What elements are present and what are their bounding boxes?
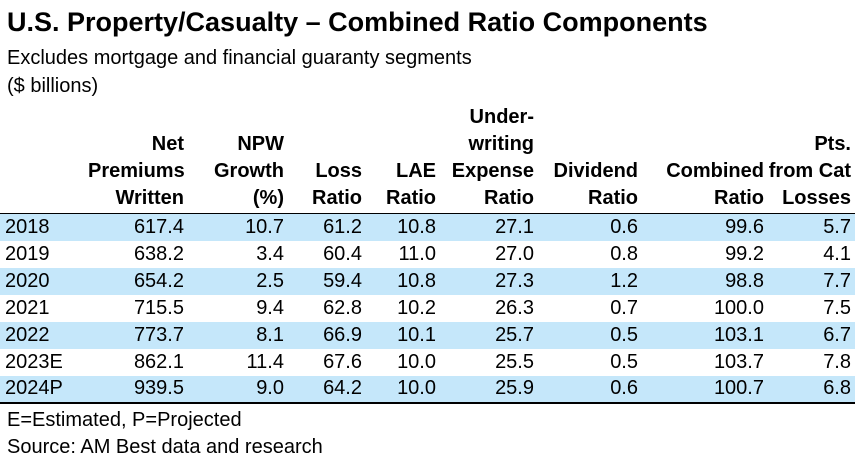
value-cell: 11.4	[246, 350, 284, 373]
column-header: Combined Ratio	[642, 104, 768, 214]
combined-ratio-table: Net Premiums Written NPW Growth (%) Loss R…	[0, 104, 855, 404]
column-header: LAE Ratio	[366, 104, 440, 214]
value-cell: 9.4	[256, 296, 284, 319]
value-cell: 7.8	[823, 350, 851, 373]
value-cell: 4.1	[823, 242, 851, 265]
value-cell: 25.9	[440, 375, 538, 404]
value-cell: 99.6	[725, 215, 764, 238]
year-column-header	[0, 104, 88, 214]
value-cell: 6.8	[768, 375, 855, 404]
source-line: Source: AM Best data and research	[7, 435, 323, 457]
value-cell: 60.4	[323, 242, 362, 265]
subtitle: Excludes mortgage and financial guaranty…	[7, 47, 472, 69]
value-cell: 1.2	[610, 269, 638, 292]
value-cell: 7.5	[823, 296, 851, 319]
column-header: Net Premiums Written	[88, 104, 188, 214]
value-cell: 27.0	[495, 242, 534, 265]
value-cell: 11.0	[398, 242, 436, 265]
value-cell: 3.4	[256, 242, 284, 265]
value-cell: 10.2	[397, 296, 436, 319]
value-cell: 10.7	[245, 215, 284, 238]
value-cell: 10.0	[366, 375, 440, 404]
value-cell: 62.8	[323, 296, 362, 319]
table-body: 2018 617.4 10.7 61.2 10.8 27.1 0.6 99.6 5.7 2019 6…	[0, 213, 855, 404]
value-cell: 0.6	[610, 215, 638, 238]
units-label: ($ billions)	[7, 75, 99, 97]
table-row: 2019 638.2 3.4 60.4 11.0 27.0 0.8 99.2 4.1	[0, 241, 855, 268]
value-cell: 862.1	[133, 350, 184, 373]
value-cell: 0.8	[610, 242, 638, 265]
footer-block: E=Estimated, P=Projected Source: AM Best…	[0, 404, 855, 457]
value-cell: 6.7	[823, 323, 851, 346]
value-cell: 103.1	[713, 323, 764, 346]
table-row: 2021 715.5 9.4 62.8 10.2 26.3 0.7 100.0 7.5	[0, 295, 855, 322]
value-cell: 0.6	[538, 375, 642, 404]
value-cell: 64.2	[288, 375, 366, 404]
value-cell: 103.7	[713, 350, 764, 373]
value-cell: 7.7	[823, 269, 851, 292]
year-cell: 2018	[5, 215, 50, 238]
value-cell: 939.5	[88, 375, 188, 404]
value-cell: 0.7	[610, 296, 638, 319]
table-header-row: Net Premiums Written NPW Growth (%) Loss R…	[0, 104, 855, 214]
value-cell: 10.1	[397, 323, 436, 346]
value-cell: 27.3	[495, 269, 534, 292]
value-cell: 10.0	[397, 350, 436, 373]
page-title: U.S. Property/Casualty – Combined Ratio …	[7, 7, 708, 37]
value-cell: 8.1	[256, 323, 284, 346]
value-cell: 100.7	[642, 375, 768, 404]
value-cell: 61.2	[323, 215, 362, 238]
year-cell: 2022	[5, 323, 50, 346]
year-cell: 2020	[5, 269, 50, 292]
value-cell: 66.9	[323, 323, 362, 346]
column-header: Dividend Ratio	[538, 104, 642, 214]
year-cell: 2024P	[0, 375, 88, 404]
value-cell: 2.5	[256, 269, 284, 292]
heading-block: U.S. Property/Casualty – Combined Ratio …	[0, 0, 855, 100]
value-cell: 98.8	[725, 269, 764, 292]
value-cell: 0.5	[610, 323, 638, 346]
value-cell: 26.3	[495, 296, 534, 319]
value-cell: 0.5	[610, 350, 638, 373]
table-row: 2022 773.7 8.1 66.9 10.1 25.7 0.5 103.1 6.7	[0, 321, 855, 349]
year-cell: 2023E	[5, 350, 63, 373]
value-cell: 5.7	[823, 215, 851, 238]
table-row: 2023E 862.1 11.4 67.6 10.0 25.5 0.5 103.7 7.8	[0, 349, 855, 376]
value-cell: 715.5	[133, 296, 184, 319]
value-cell: 10.8	[397, 269, 436, 292]
table-row: 2024P 939.5 9.0 64.2 10.0 25.9 0.6 100.7 6.8	[0, 375, 855, 404]
value-cell: 638.2	[133, 242, 184, 265]
column-header: Pts. from Cat Losses	[768, 104, 855, 214]
value-cell: 654.2	[133, 269, 184, 292]
value-cell: 9.0	[188, 375, 288, 404]
value-cell: 773.7	[133, 323, 184, 346]
footnote: E=Estimated, P=Projected	[7, 408, 242, 431]
table-row: 2018 617.4 10.7 61.2 10.8 27.1 0.6 99.6 5.7	[0, 213, 855, 241]
table-row: 2020 654.2 2.5 59.4 10.8 27.3 1.2 98.8 7.7	[0, 267, 855, 295]
column-header: Loss Ratio	[288, 104, 366, 214]
value-cell: 617.4	[133, 215, 184, 238]
value-cell: 27.1	[495, 215, 534, 238]
value-cell: 99.2	[725, 242, 764, 265]
column-header: Under- writing Expense Ratio	[440, 104, 538, 214]
value-cell: 59.4	[323, 269, 362, 292]
value-cell: 25.5	[495, 350, 534, 373]
year-cell: 2021	[5, 296, 50, 319]
value-cell: 25.7	[495, 323, 534, 346]
value-cell: 10.8	[397, 215, 436, 238]
column-header: NPW Growth (%)	[188, 104, 288, 214]
year-cell: 2019	[5, 242, 50, 265]
value-cell: 67.6	[323, 350, 362, 373]
value-cell: 100.0	[713, 296, 764, 319]
